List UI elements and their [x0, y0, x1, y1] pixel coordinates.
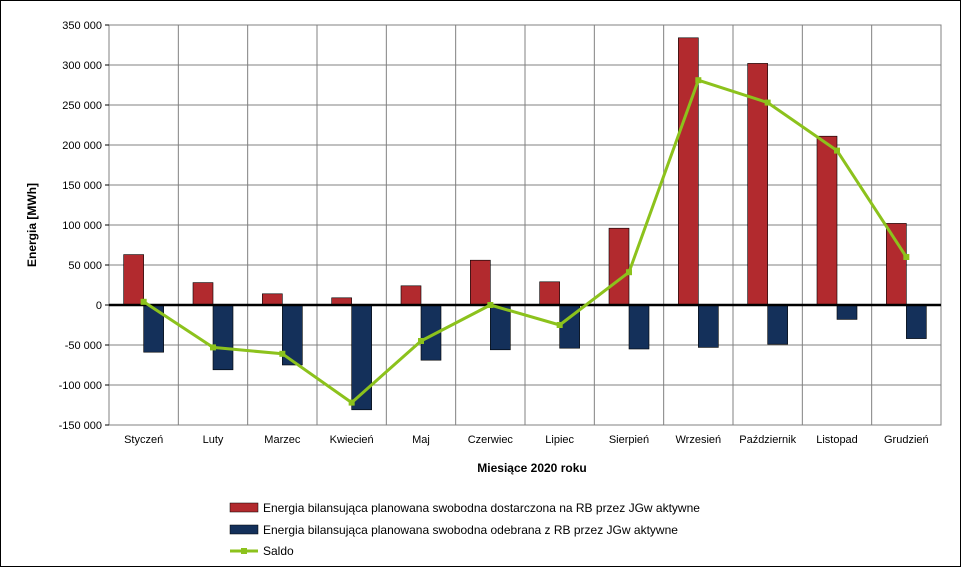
bar-delivered	[539, 281, 560, 306]
x-tick-label: Kwiecień	[330, 434, 374, 446]
y-tick-label: 250 000	[62, 100, 102, 112]
x-tick-label: Czerwiec	[468, 434, 514, 446]
y-tick-label: 300 000	[62, 60, 102, 72]
y-tick-label: 50 000	[68, 260, 102, 272]
y-tick-label: 200 000	[62, 140, 102, 152]
legend-swatch-delivered	[229, 502, 259, 513]
bar-received	[628, 304, 650, 350]
x-tick-label: Październik	[739, 434, 796, 446]
x-tick-label: Styczeń	[124, 434, 163, 446]
saldo-point	[556, 322, 563, 328]
y-axis-ticks: 350 000 300 000 250 000 200 000 150 000 100 0…	[59, 20, 109, 432]
legend-marker-saldo	[241, 548, 247, 554]
y-tick-label: -50 000	[65, 340, 102, 352]
bar-delivered	[608, 227, 630, 306]
saldo-point	[279, 350, 286, 357]
bar-received	[490, 304, 511, 351]
y-tick-label: -100 000	[59, 380, 102, 392]
x-tick-label: Maj	[412, 434, 430, 446]
x-axis-title: Miesiące 2020 roku	[477, 461, 586, 475]
bar-delivered	[123, 254, 144, 306]
x-tick-label: Sierpień	[609, 434, 649, 446]
bar-received	[212, 304, 234, 371]
saldo-point	[140, 298, 147, 305]
saldo-polyline	[142, 78, 908, 405]
x-tick-label: Lipiec	[545, 434, 574, 446]
bar-received	[767, 304, 788, 345]
saldo-point	[764, 99, 771, 106]
y-tick-label: 0	[96, 300, 102, 312]
y-tick-label: 150 000	[62, 180, 102, 192]
bar-received	[836, 304, 858, 320]
y-tick-label: -150 000	[59, 420, 102, 432]
legend-label-received: Energia bilansująca planowana swobodna o…	[263, 523, 678, 537]
bar-received	[698, 304, 719, 348]
bar-delivered	[262, 293, 283, 306]
saldo-point	[903, 254, 910, 260]
saldo-point	[695, 77, 702, 84]
y-axis-title: Energia [MWh]	[25, 183, 39, 267]
bar-delivered	[192, 282, 214, 306]
x-tick-label: Marzec	[264, 434, 301, 446]
saldo-line	[140, 77, 910, 406]
saldo-point	[834, 147, 840, 154]
vertical-gridlines	[177, 25, 873, 425]
legend-label-saldo: Saldo	[263, 544, 294, 558]
bars	[123, 37, 927, 411]
saldo-point	[348, 399, 355, 406]
x-tick-label: Wrzesień	[676, 434, 722, 446]
x-axis-ticks: Styczeń Luty Marzec Kwiecień Maj Czerwiec Lipi…	[124, 434, 929, 446]
saldo-point	[418, 338, 424, 344]
x-tick-label: Grudzień	[884, 434, 929, 446]
bar-delivered	[886, 223, 907, 306]
bar-delivered	[470, 259, 491, 306]
legend: Energia bilansująca planowana swobodna d…	[229, 501, 700, 558]
saldo-point	[626, 269, 632, 276]
y-tick-label: 100 000	[62, 220, 102, 232]
bar-delivered	[816, 135, 838, 306]
saldo-point	[487, 302, 494, 308]
legend-label-delivered: Energia bilansująca planowana swobodna d…	[263, 501, 700, 515]
saldo-point	[210, 344, 216, 351]
legend-swatch-received	[229, 524, 259, 535]
y-tick-label: 350 000	[62, 20, 102, 32]
bar-delivered	[400, 285, 422, 306]
bar-received	[906, 304, 927, 339]
x-tick-label: Listopad	[816, 434, 858, 446]
x-tick-label: Luty	[203, 434, 224, 446]
